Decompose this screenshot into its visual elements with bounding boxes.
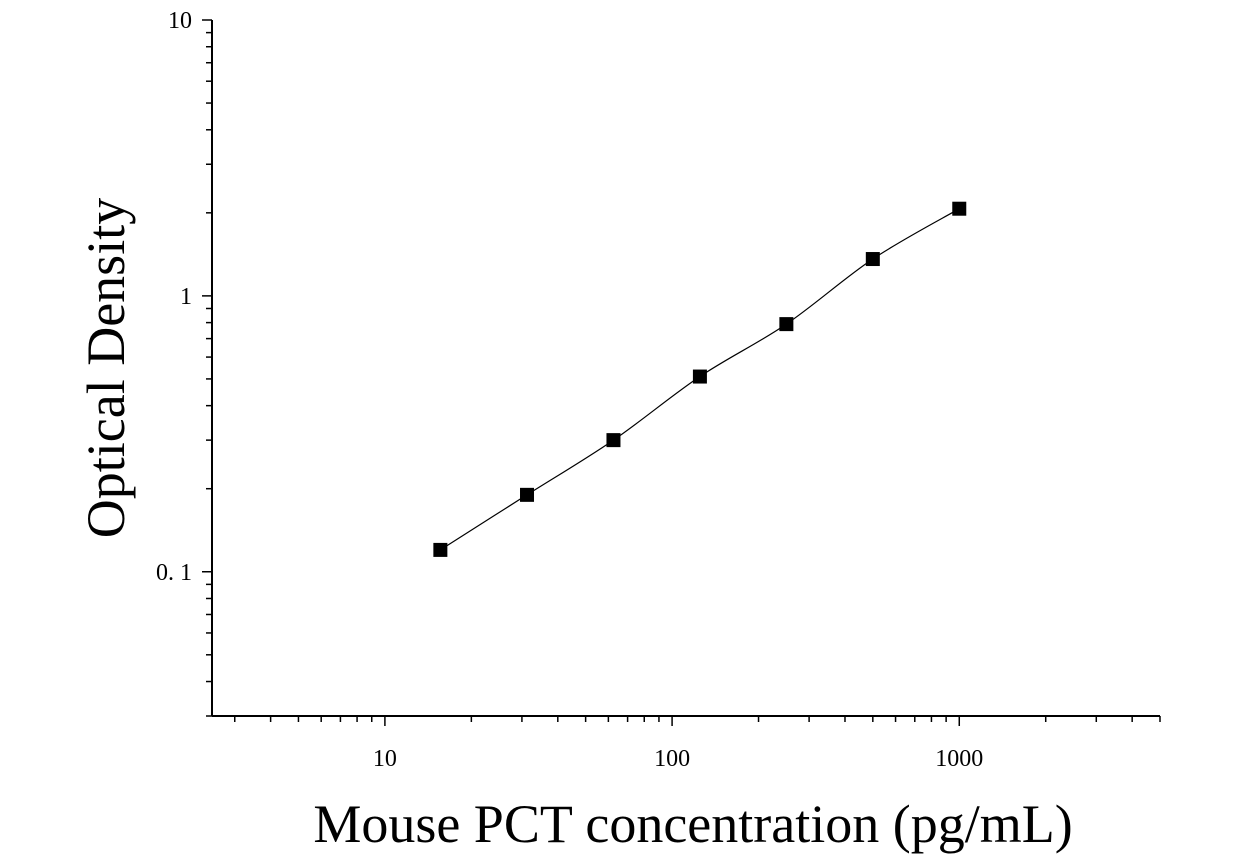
y-tick-label: 0. 1 — [156, 560, 192, 586]
x-tick-label: 10 — [373, 746, 397, 772]
tick-labels-layer: 10 100 1000 0. 1 1 10 — [156, 8, 983, 772]
ticks-layer — [202, 19, 1161, 726]
x-tick-label: 100 — [654, 746, 690, 772]
data-point — [952, 201, 967, 216]
y-tick-label: 1 — [180, 284, 192, 310]
x-axis-title: Mouse PCT concentration (pg/mL) — [313, 794, 1072, 854]
data-point — [520, 487, 535, 502]
data-points — [433, 201, 967, 557]
data-point — [779, 317, 794, 332]
y-tick-label: 10 — [168, 8, 192, 34]
data-point — [433, 542, 448, 557]
y-axis-title: Optical Density — [76, 198, 136, 538]
x-tick-label: 1000 — [935, 746, 983, 772]
data-point — [865, 252, 880, 267]
data-point — [692, 369, 707, 384]
data-point — [606, 433, 621, 448]
